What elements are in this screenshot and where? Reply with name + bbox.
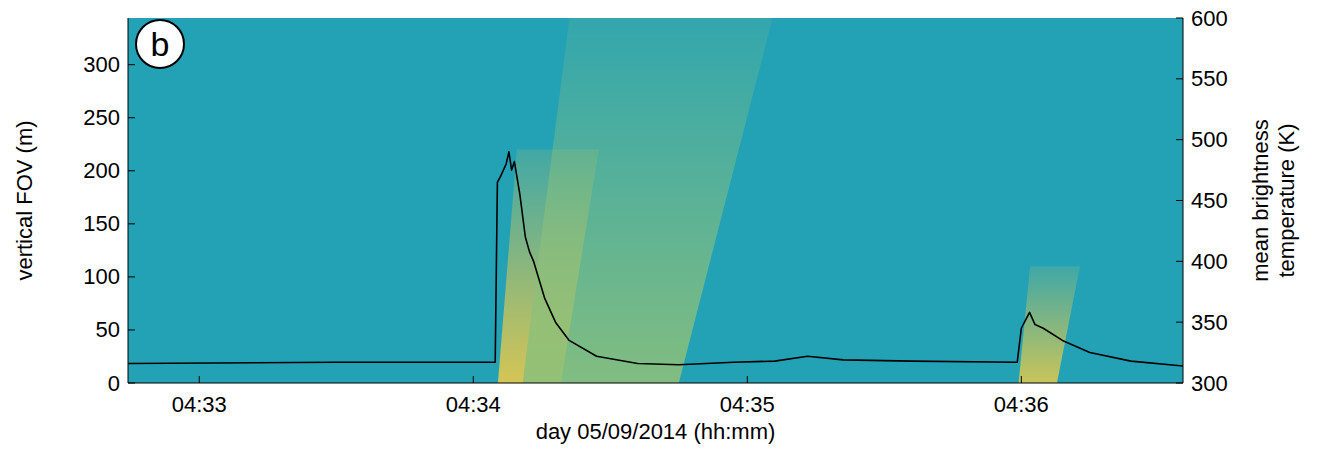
x-tick-label: 04:33 [172,392,227,417]
y2-axis-title-line: temperature (K) [1274,123,1299,277]
y2-tick-label: 300 [1191,371,1228,396]
y2-tick [1176,139,1183,140]
y2-tick-label: 500 [1191,127,1228,152]
y2-axis-title: mean brightnesstemperature (K) [1248,119,1299,282]
y2-tick-label: 450 [1191,188,1228,213]
y-tick [128,383,135,384]
y-tick-label: 100 [83,264,120,289]
x-tick-label: 04:34 [446,392,501,417]
y-tick-label: 0 [108,371,120,396]
x-tick-label: 04:36 [994,392,1049,417]
y-tick-label: 150 [83,211,120,236]
y-tick [128,117,135,118]
panel-label-circle [136,20,184,68]
y2-tick [1176,78,1183,79]
y2-tick-label: 600 [1191,6,1228,31]
y-axis-title: vertical FOV (m) [12,120,37,280]
y2-tick-label: 350 [1191,310,1228,335]
panel-label: b [151,25,170,63]
y-tick [128,170,135,171]
x-tick [747,376,748,383]
y-tick [128,276,135,277]
chart: 0 50 100 150 200 250 300 300 350 400 450 500 550 600 0… [0,0,1332,453]
x-tick [199,376,200,383]
y-axis-line [128,18,129,383]
y2-tick [1176,322,1183,323]
y-tick-label: 200 [83,158,120,183]
x-tick [1021,376,1022,383]
y-tick [128,223,135,224]
y2-axis-title-line: mean brightness [1248,119,1273,282]
y2-tick-label: 400 [1191,249,1228,274]
y2-tick-label: 550 [1191,66,1228,91]
y-tick-label: 300 [83,52,120,77]
plot-background [128,18,1183,383]
plot-area [128,18,1183,383]
temperature-line [128,152,1183,366]
y-tick-label: 50 [96,317,120,342]
y-tick-label: 250 [83,105,120,130]
y2-tick [1176,383,1183,384]
x-axis-line [128,383,1183,384]
y-tick [128,329,135,330]
x-tick [473,376,474,383]
y2-tick [1176,18,1183,19]
y-tick [128,64,135,65]
x-tick-label: 04:35 [720,392,775,417]
y2-tick [1176,200,1183,201]
x-axis-title: day 05/09/2014 (hh:mm) [536,419,776,444]
echo-region [1019,266,1080,383]
y2-tick [1176,261,1183,262]
